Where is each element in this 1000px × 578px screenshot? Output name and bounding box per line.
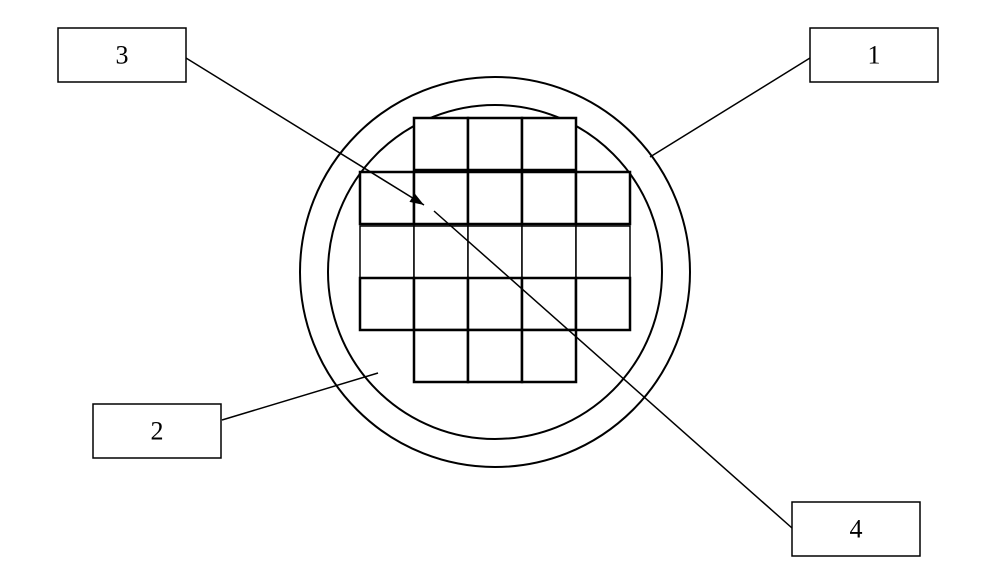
diagram-canvas: 1 3 2 4 xyxy=(0,0,1000,578)
grid-cell xyxy=(360,226,414,278)
grid-cell xyxy=(360,278,414,330)
grid-cell xyxy=(414,330,468,382)
grid-cell xyxy=(522,278,576,330)
grid-cell xyxy=(468,226,522,278)
box4-text: 4 xyxy=(850,515,863,544)
grid-cell xyxy=(360,172,414,224)
grid-cell xyxy=(414,118,468,170)
grid-cell xyxy=(468,278,522,330)
grid-cell xyxy=(576,226,630,278)
grid-cell xyxy=(522,172,576,224)
grid-cell xyxy=(522,330,576,382)
box1-text: 1 xyxy=(868,41,881,70)
box3-text: 3 xyxy=(116,41,129,70)
grid-cell xyxy=(468,330,522,382)
grid-cell xyxy=(468,172,522,224)
grid-cell xyxy=(522,226,576,278)
grid-cell xyxy=(468,118,522,170)
grid-cell xyxy=(576,172,630,224)
grid-cell xyxy=(414,278,468,330)
box2-text: 2 xyxy=(151,417,164,446)
grid-cell xyxy=(522,118,576,170)
grid-cell xyxy=(576,278,630,330)
